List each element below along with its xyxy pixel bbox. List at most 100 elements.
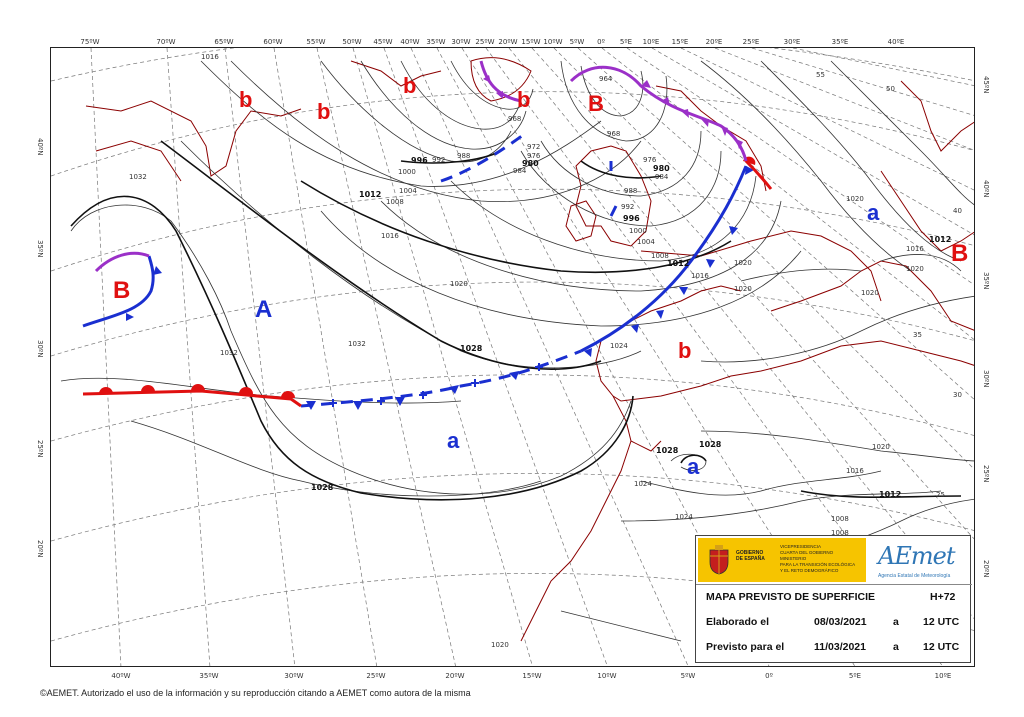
low-center-label: b — [317, 99, 330, 124]
top-longitude-label: 70ºW — [156, 38, 176, 46]
isobar-label: 968 — [508, 115, 521, 123]
isobar-label: 1024 — [675, 513, 693, 521]
top-longitude-label: 35ºW — [426, 38, 446, 46]
isobar-label: 1032 — [220, 349, 238, 357]
isobar-label: 35 — [913, 331, 922, 339]
right-latitude-label: 45ºN — [982, 76, 990, 94]
left-latitude-label: 30ºN — [36, 340, 44, 358]
top-longitude-label: 0º — [597, 38, 605, 46]
top-longitude-label: 30ºW — [451, 38, 471, 46]
isobar-label: 40 — [953, 207, 962, 215]
top-longitude-label: 10ºE — [642, 38, 660, 46]
isobar-label: 1008 — [831, 515, 849, 523]
top-longitude-label: 65ºW — [214, 38, 234, 46]
isobar-label: 1020 — [491, 641, 509, 649]
low-center-label: B — [951, 240, 968, 267]
isobar-label: 1008 — [651, 252, 669, 260]
aemet-logo: AEmet Agencia Estatal de Meteorología — [872, 540, 970, 582]
legend-title-row: MAPA PREVISTO DE SUPERFICIE — [706, 591, 875, 603]
isobar-label: 1016 — [906, 245, 924, 253]
top-longitude-label: 20ºW — [498, 38, 518, 46]
isobar-label: 1016 — [201, 53, 219, 61]
valid-date: 11/03/2021 — [814, 641, 866, 653]
occluded-front-symbols — [483, 75, 743, 149]
right-latitude-label: 35ºN — [982, 272, 990, 290]
isobar-label: 1028 — [311, 483, 334, 492]
map-legend: GOBIERNO DE ESPAÑA VICEPRESIDENCIA CUART… — [695, 535, 972, 663]
isobar-label: 1032 — [348, 340, 366, 348]
high-center-label: a — [867, 200, 880, 225]
low-center-label: B — [588, 91, 604, 116]
made-date: 08/03/2021 — [814, 616, 867, 628]
warm-front-bumps — [99, 156, 756, 398]
government-text: GOBIERNO DE ESPAÑA — [736, 550, 765, 562]
isobar-label: 1004 — [637, 238, 655, 246]
isobar-label: 988 — [624, 187, 637, 195]
isobar-label: 1020 — [450, 280, 468, 288]
ministry-text: VICEPRESIDENCIA CUARTA DEL GOBIERNO MINI… — [780, 544, 855, 574]
isobar-label: 1016 — [846, 467, 864, 475]
coat-of-arms-icon — [709, 545, 729, 575]
isobar-labels: 1016 1032 1012 1008 1004 1000 996 992 98… — [129, 53, 962, 649]
isobar-label: 1020 — [734, 259, 752, 267]
top-longitude-label: 5ºE — [619, 38, 633, 46]
valid-label: Previsto para el — [706, 641, 785, 653]
isobar-label: 980 — [522, 159, 539, 168]
ministry-line: CUARTA DEL GOBIERNO — [780, 550, 834, 555]
top-longitude-label: 60ºW — [263, 38, 283, 46]
bottom-longitude-label: 0º — [765, 672, 773, 680]
bottom-longitude-label: 10ºW — [597, 672, 617, 680]
isobar-label: 1008 — [386, 198, 404, 206]
isobar-label: 968 — [607, 130, 620, 138]
occluded-front-iceland — [479, 60, 522, 103]
isobar-label: 1020 — [846, 195, 864, 203]
isobar-label: 30 — [953, 391, 962, 399]
bottom-longitude-label: 40ºW — [111, 672, 131, 680]
isobar-label: 1020 — [872, 443, 890, 451]
isobar-label: 988 — [457, 152, 470, 160]
bottom-longitude-label: 5ºW — [680, 672, 696, 680]
map-title: MAPA PREVISTO DE SUPERFICIE — [706, 591, 875, 603]
top-longitude-label: 55ºW — [306, 38, 326, 46]
isobar-label: 1020 — [906, 265, 924, 273]
top-longitude-label: 35ºE — [831, 38, 849, 46]
cold-front-triangles — [126, 166, 754, 357]
made-time: 12 UTC — [923, 616, 960, 628]
stationary-front-triangles — [306, 371, 519, 410]
isobar-label: 1032 — [129, 173, 147, 181]
isobar-label: 964 — [599, 75, 613, 83]
right-latitude-label: 30ºN — [982, 370, 990, 388]
bottom-longitude-label: 25ºW — [366, 672, 386, 680]
occluded-fronts — [94, 60, 748, 273]
top-longitude-label: 45ºW — [373, 38, 393, 46]
high-center-label: a — [447, 428, 460, 453]
low-center-label: b — [517, 87, 530, 112]
isobar-label: 992 — [621, 203, 634, 211]
bottom-longitude-label: 35ºW — [199, 672, 219, 680]
isobar-label: 1000 — [629, 227, 647, 235]
top-longitude-label: 30ºE — [783, 38, 801, 46]
top-longitude-label: 25ºE — [742, 38, 760, 46]
top-longitude-label: 15ºE — [671, 38, 689, 46]
left-latitude-label: 25ºN — [36, 440, 44, 458]
left-latitude-label: 20ºN — [36, 540, 44, 558]
low-center-label: b — [403, 73, 416, 98]
low-center-label: b — [678, 338, 691, 363]
isobar-label: 1012 — [879, 490, 901, 499]
isobar-label: 25 — [936, 491, 945, 499]
top-longitude-label: 10ºW — [543, 38, 563, 46]
low-center-label: B — [113, 277, 130, 304]
occluded-front-british — [569, 65, 748, 162]
top-longitude-label: 5ºW — [569, 38, 585, 46]
top-longitude-label: 15ºW — [521, 38, 541, 46]
warm-fronts — [82, 159, 773, 408]
gov-line: GOBIERNO — [736, 550, 764, 556]
isobar-label: 1016 — [691, 272, 709, 280]
bottom-longitude-label: 20ºW — [445, 672, 465, 680]
aemet-wordmark: AEmet — [878, 542, 955, 570]
isobar-label: 996 — [623, 214, 640, 223]
surface-pressure-map: 1016 1032 1012 1008 1004 1000 996 992 98… — [50, 47, 975, 667]
isobar-label: 976 — [643, 156, 657, 164]
bottom-longitude-label: 15ºW — [522, 672, 542, 680]
